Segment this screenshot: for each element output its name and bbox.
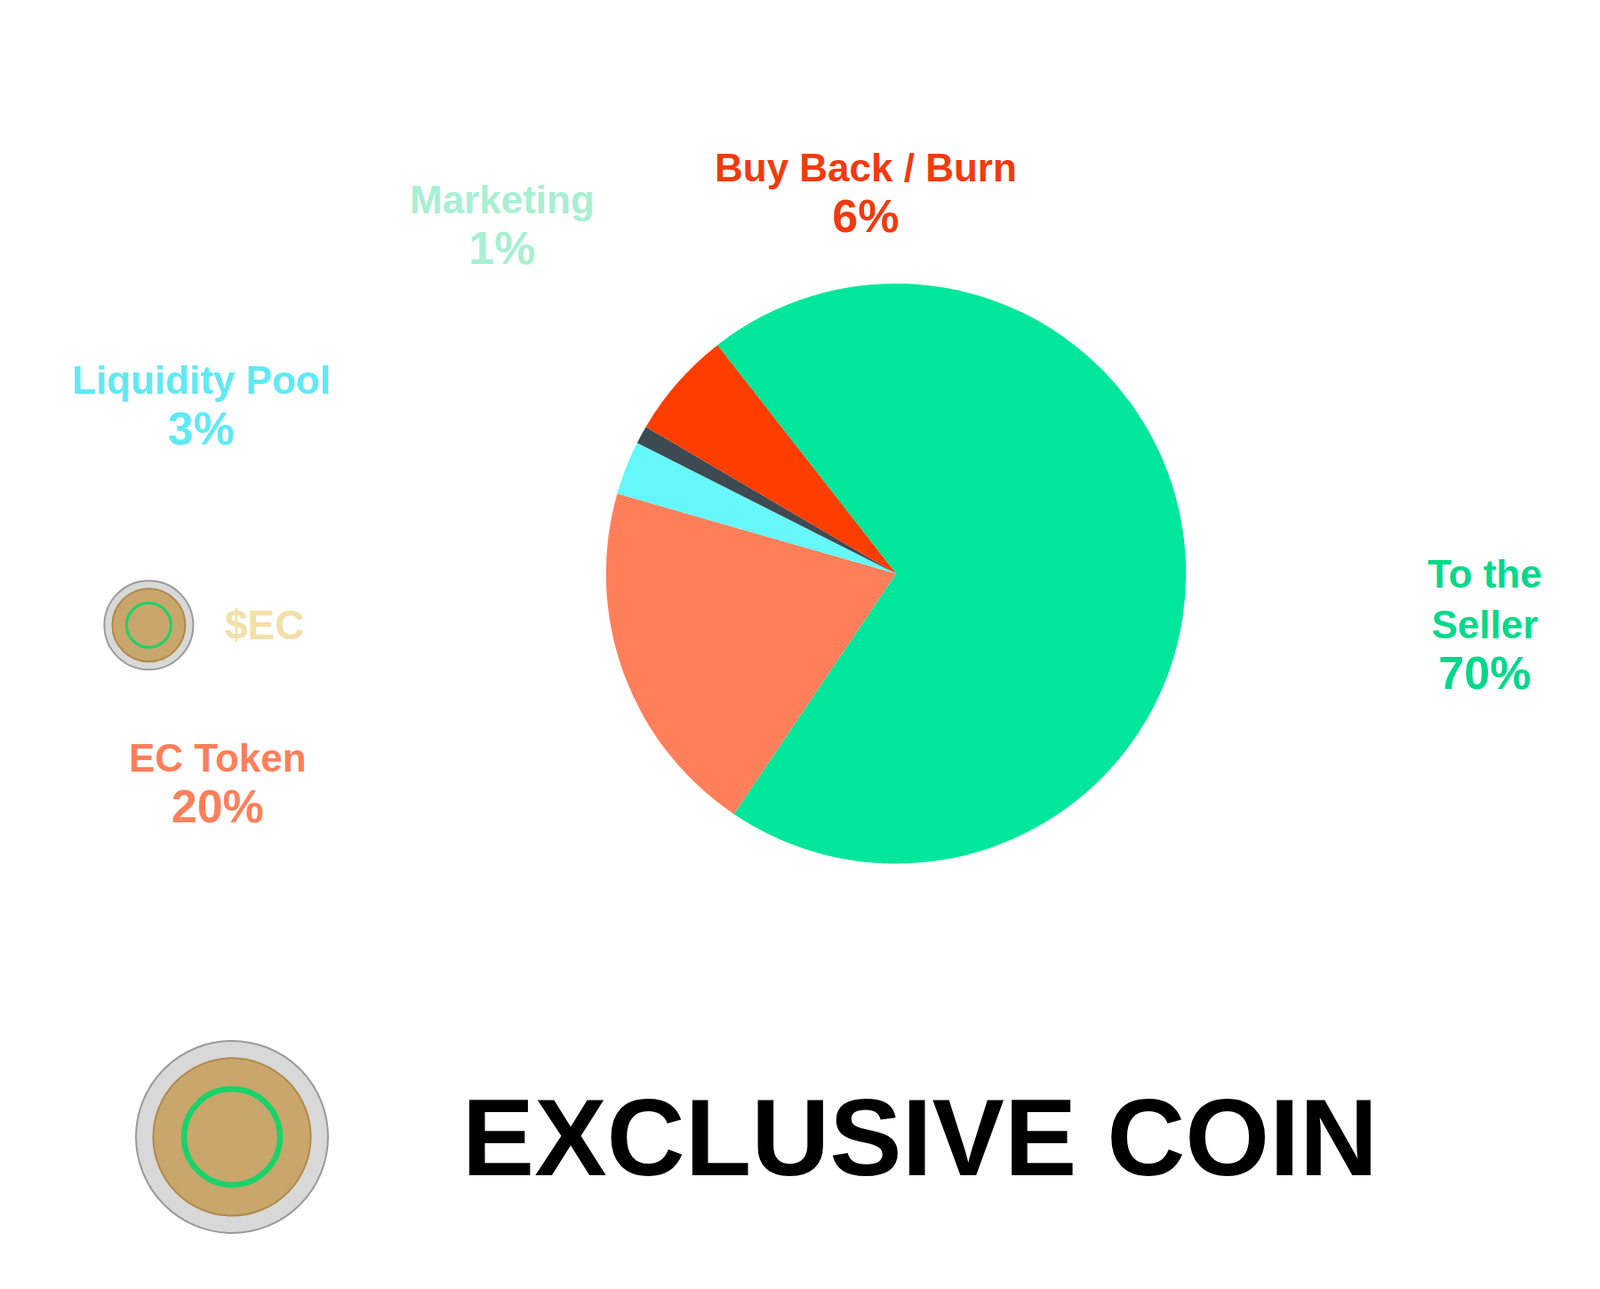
svg-text:EC Token20%: EC Token20% <box>128 736 307 832</box>
svg-text:Liquidity Pool3%: Liquidity Pool3% <box>72 358 331 455</box>
svg-text:Marketing1%: Marketing1% <box>409 177 595 274</box>
svg-text:EXCLUSIVE COIN: EXCLUSIVE COIN <box>462 1077 1378 1199</box>
svg-text:Buy Back / Burn6%: Buy Back / Burn6% <box>714 145 1017 242</box>
svg-text:$EC: $EC <box>224 601 304 648</box>
svg-text:To theSeller70%: To theSeller70% <box>1427 552 1543 699</box>
